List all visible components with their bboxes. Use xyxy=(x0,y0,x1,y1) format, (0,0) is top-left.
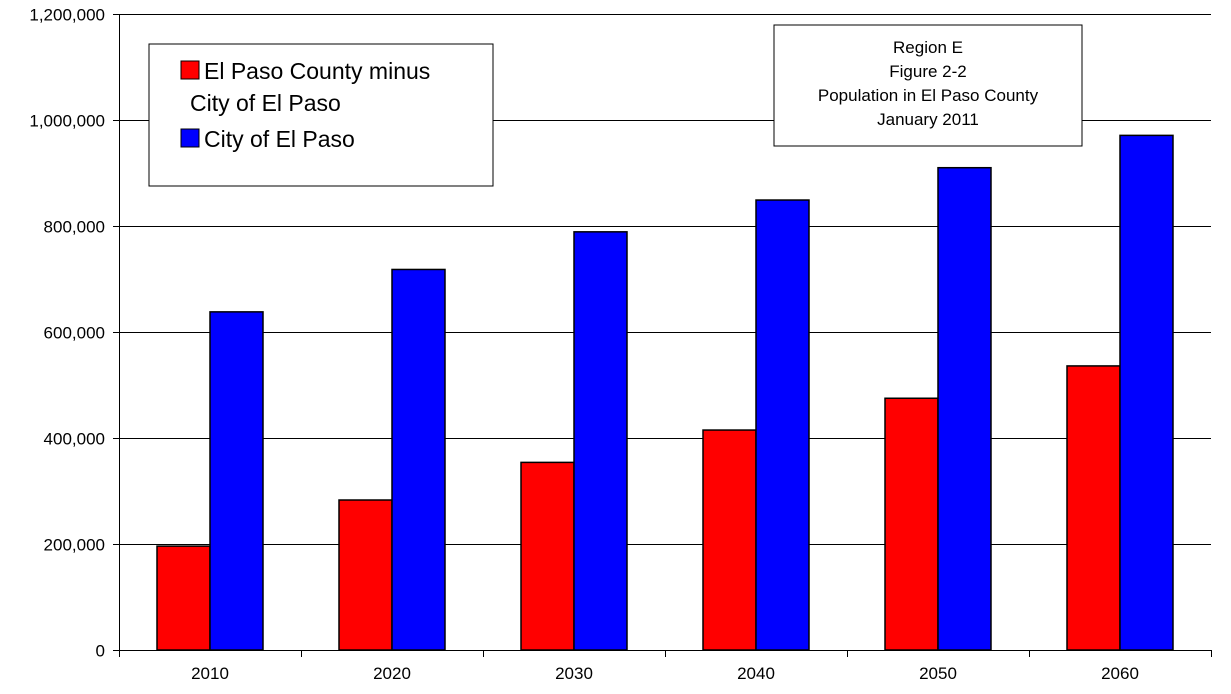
y-tick-label: 200,000 xyxy=(44,536,105,555)
bar-city xyxy=(937,166,992,651)
bar-county-minus-city xyxy=(884,397,939,651)
bar-county-minus-city xyxy=(1066,365,1121,651)
title-line-figure: Figure 2-2 xyxy=(889,62,966,81)
chart-title-box: Region E Figure 2-2 Population in El Pas… xyxy=(773,24,1083,147)
bar-city xyxy=(209,311,264,651)
bar-city xyxy=(1119,134,1174,651)
legend-swatch-county xyxy=(180,60,200,80)
bar-county-minus-city xyxy=(338,499,393,651)
title-line-date: January 2011 xyxy=(877,110,979,129)
bar-county-minus-city xyxy=(156,545,211,651)
y-tick-labels: 0 200,000 400,000 600,000 800,000 1,000,000 1,… xyxy=(29,6,105,661)
x-tick-label: 2020 xyxy=(373,664,411,683)
title-line-region: Region E xyxy=(893,38,963,57)
legend-swatch-city xyxy=(180,128,200,148)
bar-city xyxy=(391,268,446,651)
x-tick-label: 2030 xyxy=(555,664,593,683)
x-tick-label: 2010 xyxy=(191,664,229,683)
legend-box xyxy=(148,43,494,187)
legend-label-county-line1: El Paso County minus xyxy=(204,58,430,84)
x-tick-labels: 2010 2020 2030 2040 2050 2060 xyxy=(191,664,1139,683)
x-tick-label: 2060 xyxy=(1101,664,1139,683)
y-tick-label: 1,200,000 xyxy=(29,6,105,25)
legend-label-city: City of El Paso xyxy=(204,126,355,152)
x-tick-label: 2050 xyxy=(919,664,957,683)
y-tick-label: 400,000 xyxy=(44,430,105,449)
bar-county-minus-city xyxy=(520,461,575,651)
legend: El Paso County minus City of El Paso Cit… xyxy=(148,43,494,187)
bar-county-minus-city xyxy=(702,429,757,651)
legend-label-county-line2: City of El Paso xyxy=(190,90,341,116)
y-tick-label: 0 xyxy=(96,642,105,661)
bar-city xyxy=(755,199,810,651)
y-tick-label: 800,000 xyxy=(44,218,105,237)
axes xyxy=(113,14,1212,657)
y-tick-label: 1,000,000 xyxy=(29,112,105,131)
bar-city xyxy=(573,231,628,651)
y-tick-label: 600,000 xyxy=(44,324,105,343)
title-box-frame xyxy=(773,24,1083,147)
bars xyxy=(156,134,1174,651)
title-line-subject: Population in El Paso County xyxy=(818,86,1039,105)
x-tick-label: 2040 xyxy=(737,664,775,683)
